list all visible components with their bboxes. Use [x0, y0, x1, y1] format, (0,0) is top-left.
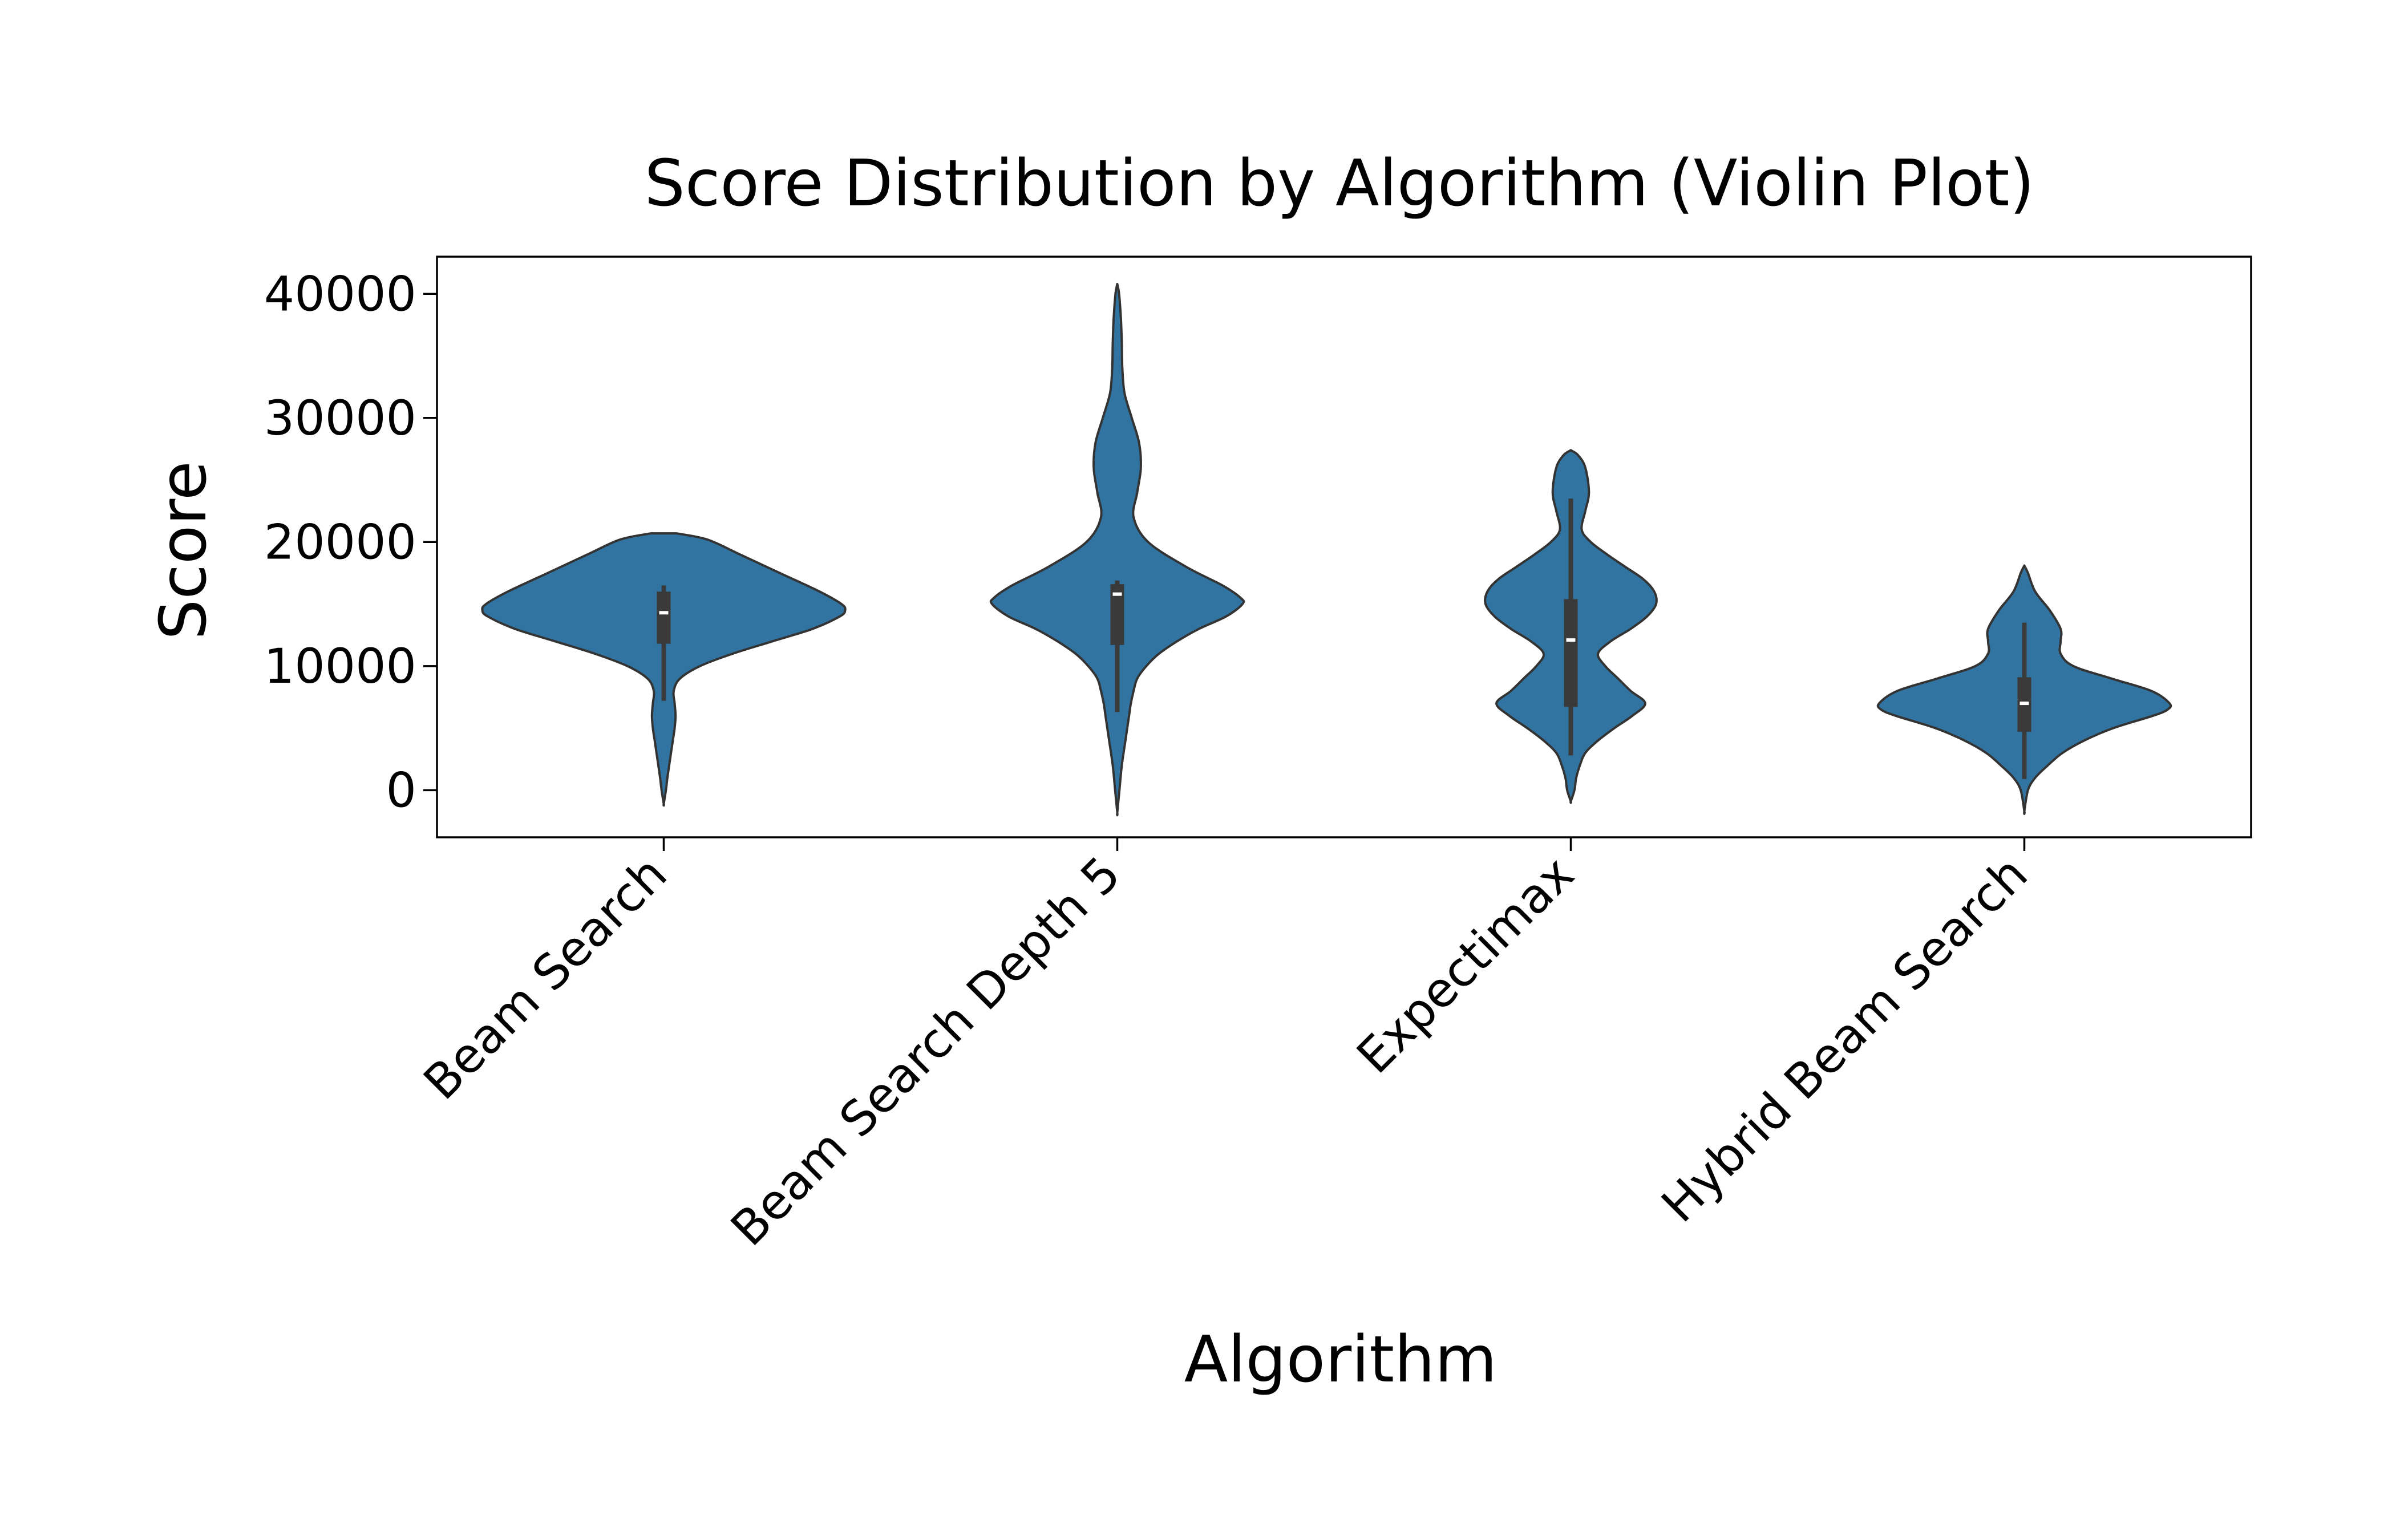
y-axis-label: Score: [147, 461, 221, 640]
violin-group: [1484, 449, 1658, 804]
violins-layer: [481, 282, 2172, 817]
y-tick-label: 0: [386, 762, 416, 818]
violin-median: [1112, 592, 1122, 596]
x-axis-label: Algorithm: [1184, 1323, 1498, 1397]
x-tick-label: Expectimax: [1346, 846, 1585, 1084]
y-tick-label: 40000: [264, 266, 416, 322]
violin-iqr-box: [657, 591, 671, 644]
x-tick-label: Hybrid Beam Search: [1651, 846, 2038, 1233]
violin-median: [659, 611, 669, 615]
violin-group: [989, 282, 1245, 817]
violin-median: [1566, 638, 1576, 642]
y-tick-label: 10000: [264, 638, 416, 694]
y-axis: 0 10000 20000 30000 40000: [264, 266, 437, 818]
violin-median: [2019, 702, 2029, 706]
violin-group: [1876, 564, 2172, 815]
violin-iqr-box: [1564, 599, 1578, 707]
plot-frame: [436, 256, 2252, 838]
violin-body: [989, 282, 1245, 817]
violin-group: [481, 532, 847, 807]
x-tick-label: Beam Search Depth 5: [720, 846, 1131, 1257]
chart-title: Score Distribution by Algorithm (Violin …: [645, 147, 2035, 221]
y-tick-label: 30000: [264, 390, 416, 446]
x-axis: Beam Search Beam Search Depth 5 Expectimax…: [413, 837, 2038, 1257]
y-tick-label: 20000: [264, 514, 416, 570]
x-tick-label: Beam Search: [413, 846, 678, 1111]
